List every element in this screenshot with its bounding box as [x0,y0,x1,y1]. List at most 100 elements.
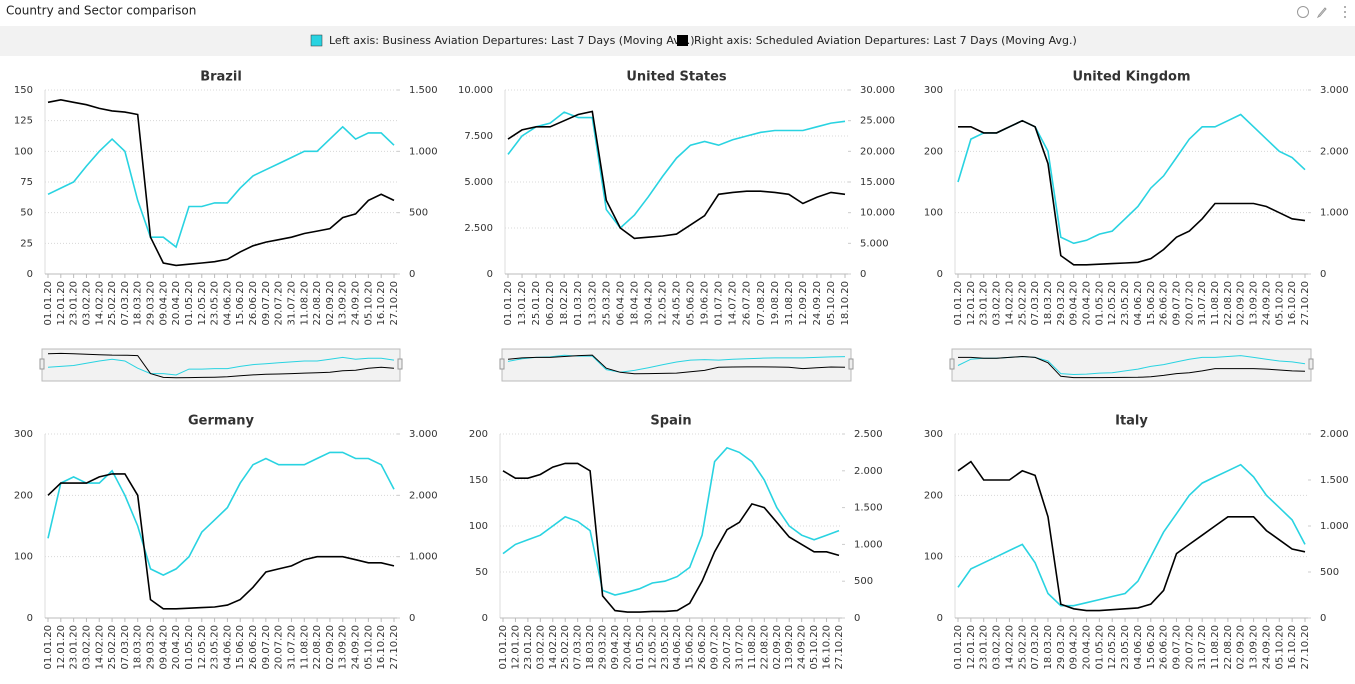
x-tick-label: 13.09.20 [338,625,349,670]
y2-tick-label: 0 [1320,269,1326,280]
legend-label: Right axis: Scheduled Aviation Departure… [694,34,1077,47]
x-tick-label: 09.07.20 [261,625,272,670]
x-tick-label: 13.03.20 [587,281,598,326]
navigator-line [47,352,395,379]
navigator [41,348,401,382]
x-tick-label: 18.03.20 [1043,625,1054,670]
x-tick-label: 01.01.20 [953,625,964,670]
x-tick-label: 18.03.20 [133,625,144,670]
y-tick-label: 125 [14,116,33,127]
x-tick-label: 18.03.20 [1043,281,1054,326]
y2-tick-label: 1.000 [1320,521,1349,532]
x-tick-label: 23.01.20 [979,625,990,670]
y2-tick-label: 1.500 [1320,475,1349,486]
x-tick-label: 09.07.20 [1171,281,1182,326]
x-tick-label: 26.06.20 [248,625,259,670]
x-tick-label: 01.05.20 [1094,625,1105,670]
x-tick-label: 22.08.20 [1223,281,1234,326]
x-tick-label: 12.05.20 [197,625,208,670]
navigator-line [507,354,846,375]
x-tick-label: 04.06.20 [1133,625,1144,670]
navigator [951,348,1312,382]
y-tick-label: 300 [14,429,33,440]
x-tick-label: 12.05.20 [1107,281,1118,326]
x-tick-label: 14.02.20 [548,625,559,670]
x-tick-label: 16.10.20 [1287,625,1298,670]
series-line [957,463,1306,607]
x-tick-label: 24.09.20 [1261,625,1272,670]
x-tick-label: 23.05.20 [1120,281,1131,326]
x-tick-label: 24.09.20 [797,625,808,670]
y2-tick-label: 0 [1320,613,1326,624]
x-tick-label: 01.05.20 [635,625,646,670]
x-tick-label: 26.06.20 [1159,281,1170,326]
x-tick-label: 23.05.20 [210,625,221,670]
x-tick-label: 26.06.20 [1159,625,1170,670]
x-tick-label: 14.02.20 [94,281,105,326]
y2-tick-label: 1.000 [409,146,438,157]
x-tick-label: 01.07.20 [714,281,725,326]
x-tick-label: 31.07.20 [286,625,297,670]
series-line [957,113,1306,245]
x-tick-label: 24.09.20 [1261,281,1272,326]
x-tick-label: 13.09.20 [784,625,795,670]
info-icon[interactable] [1297,6,1309,18]
x-tick-label: 09.04.20 [610,625,621,670]
navigator-handle [499,358,505,370]
y-tick-label: 10.000 [458,85,493,96]
y2-tick-label: 0 [860,269,866,280]
x-tick-label: 25.02.20 [1017,625,1028,670]
series-line [507,110,846,240]
x-tick-label: 25.02.20 [1017,281,1028,326]
x-tick-label: 11.08.20 [299,281,310,326]
x-tick-label: 29.03.20 [598,625,609,670]
x-tick-label: 04.06.20 [672,625,683,670]
x-tick-label: 31.07.20 [1197,281,1208,326]
navigator-handle [1308,358,1314,370]
legend-swatch [310,34,323,47]
x-tick-label: 06.02.20 [545,281,556,326]
y-tick-label: 0 [487,269,493,280]
x-tick-label: 09.07.20 [1171,625,1182,670]
x-tick-label: 02.09.20 [1236,281,1247,326]
menu-icon[interactable] [1344,6,1346,18]
x-tick-label: 18.10.20 [840,281,851,326]
y-tick-label: 300 [924,85,943,96]
y-tick-label: 100 [14,146,33,157]
x-tick-label: 14.02.20 [1004,625,1015,670]
x-tick-label: 20.04.20 [171,281,182,326]
x-tick-label: 31.07.20 [286,281,297,326]
x-tick-label: 12.09.20 [798,281,809,326]
x-tick-label: 04.06.20 [222,281,233,326]
edit-icon[interactable] [1316,7,1327,19]
y2-tick-label: 5.000 [860,238,889,249]
x-tick-label: 26.06.20 [248,281,259,326]
x-tick-label: 01.01.20 [43,281,54,326]
x-tick-label: 02.09.20 [325,625,336,670]
x-tick-label: 12.01.20 [56,625,67,670]
x-tick-label: 20.07.20 [722,625,733,670]
x-tick-label: 31.07.20 [1197,625,1208,670]
x-tick-label: 25.02.20 [107,625,118,670]
y-tick-label: 2.500 [464,223,493,234]
x-tick-label: 27.10.20 [389,281,400,326]
x-tick-label: 05.06.20 [686,281,697,326]
x-tick-label: 01.01.20 [43,625,54,670]
x-tick-label: 23.05.20 [660,625,671,670]
x-tick-label: 23.01.20 [69,281,80,326]
navigator-line [47,356,395,376]
series-line [47,125,395,249]
y2-tick-label: 2.000 [1320,146,1349,157]
x-tick-label: 14.02.20 [1004,281,1015,326]
x-tick-label: 09.04.20 [158,281,169,326]
x-tick-label: 03.02.20 [81,281,92,326]
x-tick-label: 19.08.20 [770,281,781,326]
y2-tick-label: 500 [1320,567,1339,578]
x-tick-label: 27.10.20 [389,625,400,670]
x-tick-label: 14.02.20 [94,625,105,670]
x-tick-label: 13.01.20 [517,281,528,326]
y-tick-label: 0 [937,269,943,280]
y2-tick-label: 3.000 [1320,85,1349,96]
x-tick-label: 27.10.20 [1300,625,1311,670]
y-tick-label: 7.500 [464,131,493,142]
